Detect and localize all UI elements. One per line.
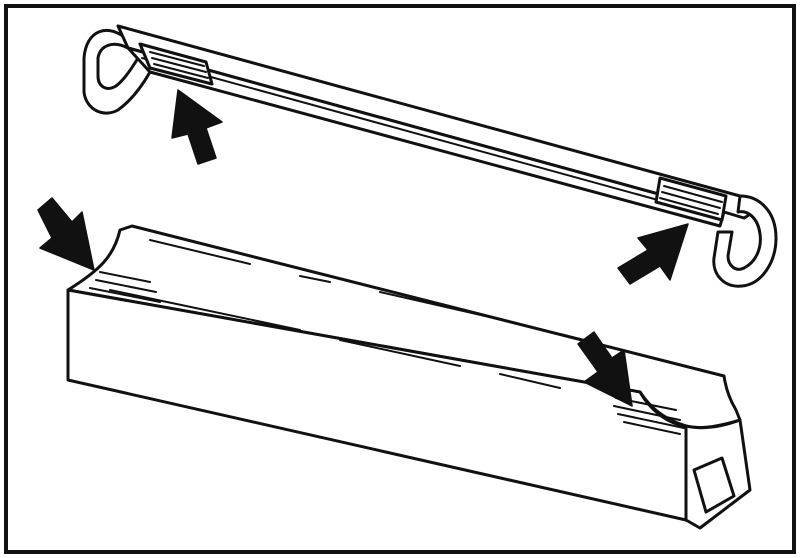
arrow-down-right-left-block xyxy=(37,197,95,271)
arrow-up-right-bar xyxy=(617,223,689,285)
arrow-up-left-bar xyxy=(171,89,223,165)
block-end-notch xyxy=(692,456,736,514)
arrows xyxy=(37,89,689,407)
arrow-down-right-right-block xyxy=(577,331,633,407)
support-block xyxy=(66,224,752,530)
bar-right-hook xyxy=(712,194,778,288)
block-left-hatching xyxy=(89,271,161,303)
roof-rack-bar xyxy=(82,24,778,288)
frame-border xyxy=(4,4,796,554)
bar-right-pad-hatching xyxy=(659,185,723,215)
bar-left-pad-hatching xyxy=(149,51,209,79)
